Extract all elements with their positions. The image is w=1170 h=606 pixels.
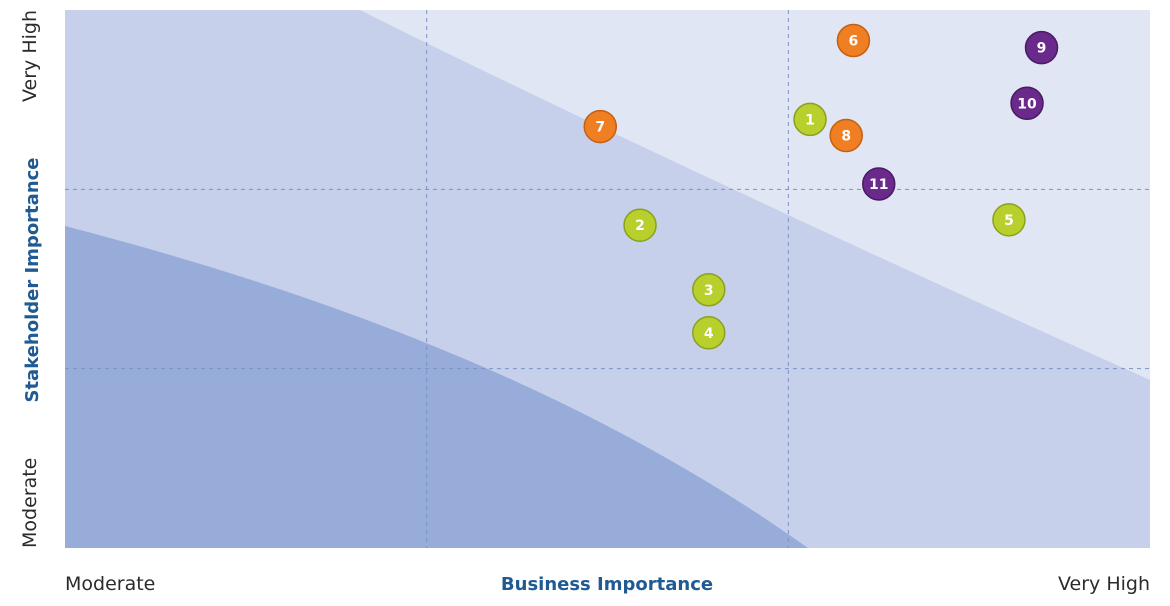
point-label: 5	[1004, 213, 1014, 229]
x-axis-title: Business Importance	[501, 574, 713, 595]
point-label: 9	[1037, 41, 1047, 57]
point-label: 10	[1017, 96, 1037, 112]
point-label: 2	[635, 218, 645, 234]
x-tick-moderate: Moderate	[65, 573, 155, 595]
x-tick-very-high: Very High	[1058, 573, 1150, 595]
zone-inner	[65, 226, 808, 548]
point-marker	[829, 118, 863, 153]
point-marker	[692, 273, 726, 307]
point-2: 2	[623, 208, 657, 242]
point-5: 5	[992, 203, 1026, 237]
point-10: 10	[1010, 86, 1044, 121]
point-label: 7	[595, 120, 605, 136]
point-marker	[583, 109, 618, 144]
point-label: 8	[841, 129, 851, 145]
point-label: 3	[704, 283, 714, 299]
point-11: 11	[862, 167, 896, 201]
point-label: 11	[869, 177, 888, 193]
grid	[65, 10, 1150, 548]
point-3: 3	[692, 273, 726, 307]
point-marker	[992, 203, 1026, 237]
point-label: 1	[805, 112, 815, 128]
point-marker	[1024, 30, 1059, 65]
point-label: 6	[849, 33, 859, 49]
y-tick-very-high: Very High	[19, 10, 41, 102]
point-marker	[1010, 86, 1044, 121]
point-9: 9	[1024, 30, 1059, 65]
data-points: 1 2 3 4 5 6 7 8 9 10 11	[583, 23, 1059, 350]
point-marker	[862, 167, 896, 201]
point-4: 4	[692, 316, 726, 350]
importance-zones	[65, 10, 1150, 548]
point-marker	[793, 102, 827, 137]
point-8: 8	[829, 118, 863, 153]
point-label: 4	[704, 326, 714, 342]
point-marker	[623, 208, 657, 242]
point-6: 6	[836, 23, 871, 58]
y-axis-title: Stakeholder Importance	[22, 157, 43, 402]
point-7: 7	[583, 109, 618, 144]
point-marker	[692, 316, 726, 350]
y-tick-moderate: Moderate	[19, 458, 41, 548]
point-marker	[836, 23, 871, 58]
point-1: 1	[793, 102, 827, 137]
